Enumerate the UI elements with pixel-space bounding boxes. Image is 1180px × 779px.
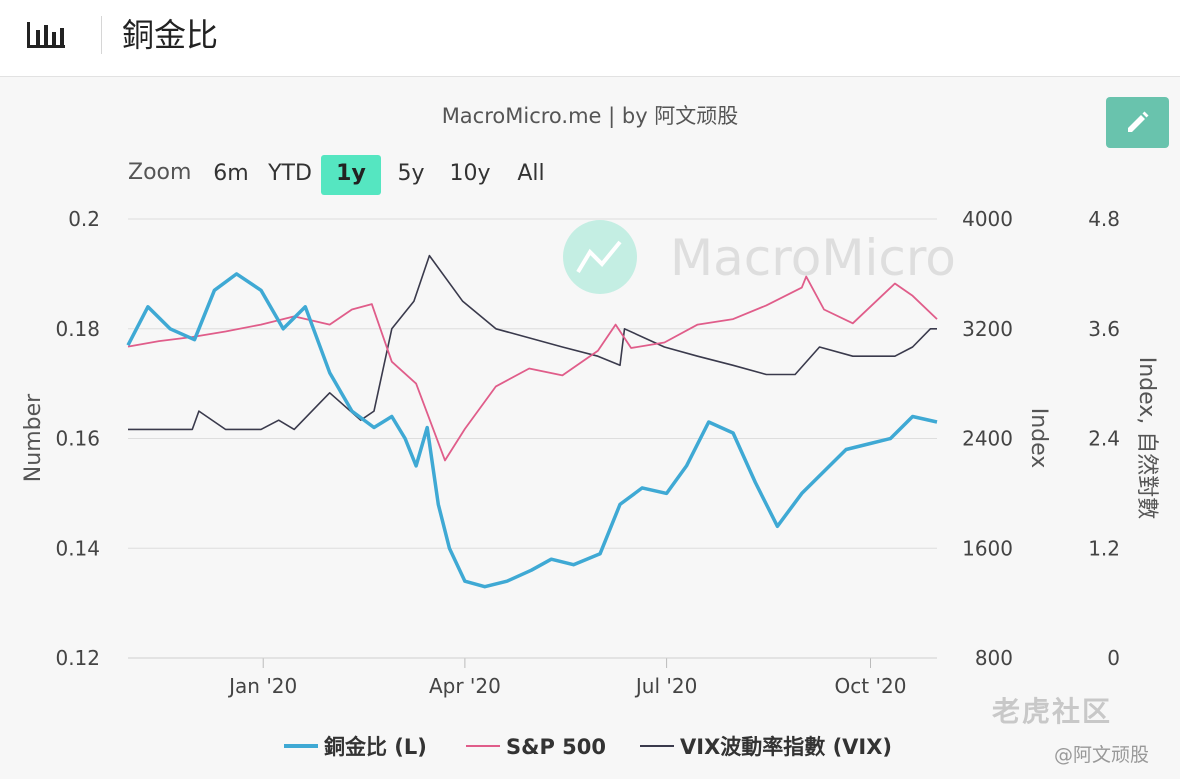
x-tick-label: Oct '20 — [835, 674, 907, 698]
y-right-log-tick-label: 1.2 — [1088, 536, 1120, 560]
zoom-button-all[interactable]: All — [517, 161, 545, 186]
y-right-log-tick-label: 2.4 — [1088, 427, 1120, 451]
x-tick-label: Apr '20 — [429, 674, 501, 698]
chart-panel — [0, 77, 1180, 779]
x-tick-label: Jan '20 — [227, 674, 297, 698]
pencil-icon — [1128, 111, 1149, 132]
header-divider — [101, 16, 102, 54]
tiger-watermark: 老虎社区 — [992, 695, 1113, 728]
legend-label-0: 銅金比 (L) — [324, 735, 427, 759]
y-right-log-axis-title: Index, 自然對數 — [1134, 357, 1159, 520]
edit-button[interactable] — [1106, 97, 1169, 148]
chart-watermark: MacroMicro — [670, 229, 956, 287]
page-header: 銅金比 — [0, 0, 1180, 77]
y-right-index-tick-label: 1600 — [962, 536, 1013, 560]
page-title: 銅金比 — [122, 16, 219, 54]
y-right-index-tick-label: 2400 — [962, 427, 1013, 451]
y-left-tick-label: 0.14 — [55, 536, 100, 560]
legend-label-2: VIX波動率指數 (VIX) — [680, 735, 892, 759]
bar-chart-icon[interactable] — [26, 20, 66, 50]
author-credit: @阿文顽股 — [1054, 744, 1150, 766]
y-left-tick-label: 0.12 — [55, 646, 100, 670]
series-line-0 — [126, 272, 938, 589]
y-right-log-tick-label: 4.8 — [1088, 207, 1120, 231]
y-left-tick-label: 0.16 — [55, 427, 100, 451]
y-left-axis-title: Number — [21, 393, 46, 482]
zoom-button-6m[interactable]: 6m — [213, 161, 249, 186]
y-right-index-axis-title: Index — [1026, 408, 1051, 469]
y-left-tick-label: 0.18 — [55, 317, 100, 341]
zoom-button-ytd[interactable]: YTD — [268, 161, 312, 186]
chart-source: MacroMicro.me | by 阿文顽股 — [441, 104, 739, 128]
zoom-button-1y[interactable]: 1y — [321, 155, 381, 195]
y-right-log-tick-label: 3.6 — [1088, 317, 1120, 341]
zoom-button-5y[interactable]: 5y — [397, 161, 425, 186]
y-right-index-tick-label: 800 — [975, 646, 1013, 670]
y-right-index-tick-label: 4000 — [962, 207, 1013, 231]
y-right-index-tick-label: 3200 — [962, 317, 1013, 341]
y-right-log-tick-label: 0 — [1107, 646, 1120, 670]
legend-label-1: S&P 500 — [506, 735, 606, 759]
zoom-label: Zoom — [128, 160, 192, 185]
series-line-1 — [127, 275, 938, 462]
watermark-logo — [563, 220, 637, 294]
x-tick-label: Jul '20 — [634, 674, 697, 698]
y-left-tick-label: 0.2 — [68, 207, 100, 231]
zoom-button-10y[interactable]: 10y — [449, 161, 491, 186]
watermark-logo-mark — [576, 240, 622, 274]
series-line-2 — [128, 254, 937, 431]
